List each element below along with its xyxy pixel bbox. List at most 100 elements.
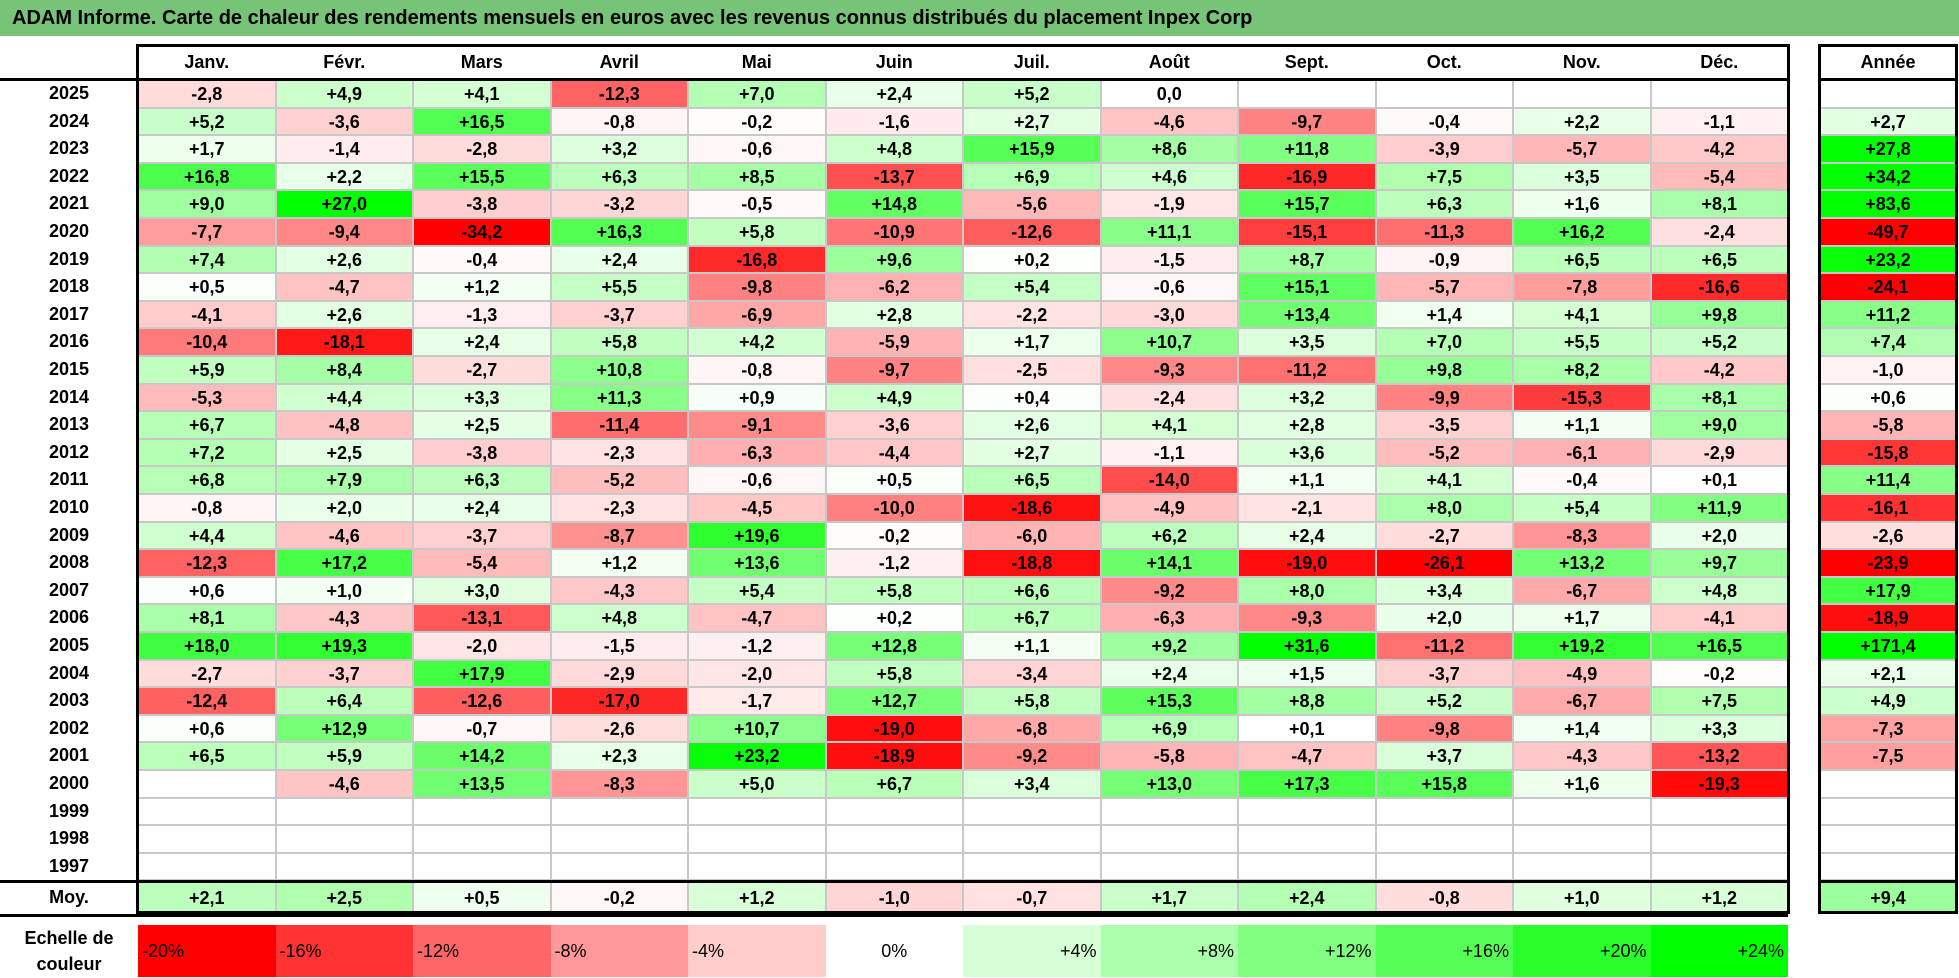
- avg-cell: -0,7: [963, 882, 1101, 913]
- heatmap-cell: 0,0: [1100, 80, 1238, 108]
- heatmap-cell: -2,4: [1650, 218, 1788, 246]
- month-header: Nov.: [1562, 52, 1601, 72]
- heatmap-cell: +0,1: [1650, 466, 1788, 494]
- heatmap-cell: +11,1: [1100, 218, 1238, 246]
- annual-cell: -16,1: [1820, 494, 1956, 522]
- month-header: Juil.: [1013, 52, 1050, 72]
- heatmap-cell: +0,9: [688, 383, 826, 412]
- avg-divider: [0, 880, 1788, 883]
- avg-cell: +2,1: [138, 882, 276, 913]
- heatmap-cell: +6,3: [1375, 190, 1513, 218]
- heatmap-cell: -16,6: [1650, 273, 1788, 301]
- heatmap-cell: -0,6: [1100, 273, 1238, 301]
- avg-cell: +0,5: [413, 882, 551, 913]
- heatmap-cell: +0,1: [1238, 714, 1376, 743]
- heatmap-cell: +4,2: [688, 328, 826, 356]
- heatmap-cell: +5,8: [688, 218, 826, 246]
- heatmap-cell: +16,8: [138, 162, 276, 191]
- heatmap-cell: +2,6: [963, 411, 1101, 439]
- month-header: Janv.: [184, 52, 230, 72]
- heatmap-cell: +6,5: [963, 466, 1101, 494]
- avg-cell: +1,2: [688, 882, 826, 913]
- row-year-label: 2023: [48, 138, 90, 159]
- heatmap-cell: -19,0: [825, 714, 963, 743]
- heatmap-cell: -0,7: [413, 714, 551, 743]
- heatmap-cell: -6,0: [963, 521, 1101, 550]
- heatmap-cell: +14,8: [825, 190, 963, 218]
- heatmap-cell: -5,4: [1650, 162, 1788, 191]
- heatmap-cell: -5,6: [963, 190, 1101, 218]
- heatmap-cell: -2,7: [1375, 521, 1513, 550]
- annual-cell: -15,8: [1820, 438, 1956, 467]
- scale-swatch: -16%: [275, 925, 413, 977]
- heatmap-cell: +17,2: [275, 549, 413, 577]
- heatmap-cell: +7,9: [275, 466, 413, 494]
- heatmap-cell: +6,5: [1513, 245, 1651, 274]
- heatmap-cell: +6,8: [138, 466, 276, 494]
- heatmap-cell: [413, 797, 551, 826]
- heatmap-cell: +4,8: [550, 604, 688, 632]
- heatmap-cell: +6,9: [963, 162, 1101, 191]
- heatmap-cell: -3,6: [825, 411, 963, 439]
- heatmap-cell: +2,7: [963, 438, 1101, 467]
- row-year-label: 2004: [48, 662, 90, 683]
- heatmap-cell: +5,5: [550, 273, 688, 301]
- annual-cell: +171,4: [1820, 632, 1956, 660]
- heatmap-cell: -0,8: [138, 494, 276, 522]
- scale-swatch: +4%: [963, 925, 1101, 977]
- table-bottom-line: [0, 914, 1788, 917]
- heatmap-cell: -3,7: [550, 300, 688, 329]
- heatmap-cell: [1375, 797, 1513, 826]
- heatmap-cell: +4,8: [825, 135, 963, 163]
- heatmap-cell: +17,9: [413, 659, 551, 688]
- heatmap-cell: -8,3: [1513, 521, 1651, 550]
- heatmap-cell: +6,7: [825, 770, 963, 798]
- heatmap-cell: +5,5: [1513, 328, 1651, 356]
- color-scale-label: Echelle de couleur: [24, 928, 114, 974]
- row-year-label: 2017: [48, 303, 90, 324]
- heatmap-cell: +16,2: [1513, 218, 1651, 246]
- heatmap-cell: -9,8: [688, 273, 826, 301]
- heatmap-cell: -5,4: [413, 549, 551, 577]
- heatmap-cell: -0,2: [1650, 659, 1788, 688]
- heatmap-cell: [963, 852, 1101, 881]
- month-header: Févr.: [323, 52, 366, 72]
- heatmap-cell: -12,6: [413, 687, 551, 715]
- heatmap-cell: [138, 770, 276, 798]
- heatmap-cell: -0,5: [688, 190, 826, 218]
- page-title: ADAM Informe. Carte de chaleur des rende…: [0, 0, 1959, 36]
- heatmap-cell: [1650, 852, 1788, 881]
- heatmap-cell: +4,9: [825, 383, 963, 412]
- heatmap-cell: -12,3: [550, 80, 688, 108]
- heatmap-cell: +0,2: [963, 245, 1101, 274]
- heatmap-cell: -1,7: [688, 687, 826, 715]
- heatmap-cell: +4,1: [1100, 411, 1238, 439]
- heatmap-cell: -0,8: [550, 107, 688, 136]
- row-year-label: 2009: [48, 524, 90, 545]
- heatmap-cell: +3,0: [413, 576, 551, 605]
- annual-cell: -1,0: [1820, 356, 1956, 384]
- heatmap-cell: -9,7: [1238, 107, 1376, 136]
- avg-cell: +1,7: [1100, 882, 1238, 913]
- heatmap-cell: +2,8: [1238, 411, 1376, 439]
- heatmap-cell: -1,5: [1100, 245, 1238, 274]
- heatmap-cell: +4,4: [138, 521, 276, 550]
- heatmap-cell: -18,1: [275, 328, 413, 356]
- heatmap-cell: +1,2: [550, 549, 688, 577]
- heatmap-cell: +6,2: [1100, 521, 1238, 550]
- row-year-label: 1997: [48, 855, 90, 876]
- heatmap-cell: [825, 852, 963, 881]
- heatmap-cell: -0,2: [688, 107, 826, 136]
- heatmap-cell: [688, 797, 826, 826]
- heatmap-cell: +7,2: [138, 438, 276, 467]
- heatmap-cell: -4,9: [1100, 494, 1238, 522]
- heatmap-cell: -4,9: [1513, 659, 1651, 688]
- heatmap-cell: -2,0: [688, 659, 826, 688]
- heatmap-cell: +2,2: [1513, 107, 1651, 136]
- heatmap-cell: -3,7: [1375, 659, 1513, 688]
- heatmap-cell: -5,7: [1375, 273, 1513, 301]
- heatmap-cell: -4,7: [688, 604, 826, 632]
- heatmap-cell: +1,1: [963, 632, 1101, 660]
- heatmap-cell: -5,9: [825, 328, 963, 356]
- heatmap-cell: +3,6: [1238, 438, 1376, 467]
